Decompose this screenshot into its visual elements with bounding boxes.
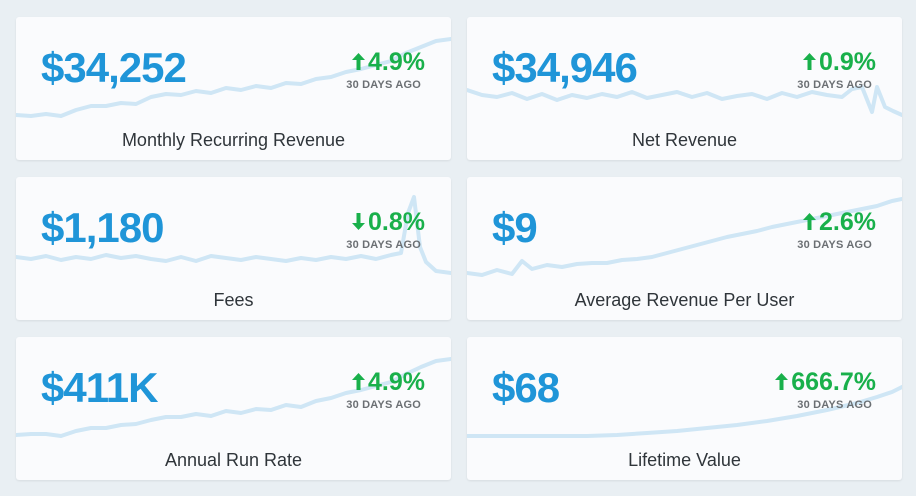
sparkline-chart bbox=[16, 357, 451, 438]
metric-change: 0.9% bbox=[803, 47, 876, 77]
metric-period: 30 DAYS AGO bbox=[346, 239, 421, 251]
metric-value: $9 bbox=[492, 204, 538, 251]
metric-value: $34,252 bbox=[41, 44, 187, 91]
metric-change: 2.6% bbox=[803, 207, 876, 237]
sparkline-chart bbox=[16, 37, 451, 118]
metric-card-fees[interactable]: $1,180 0.8% 30 DAYS AGO Fees bbox=[16, 177, 451, 320]
arrow-up-icon bbox=[803, 212, 817, 230]
metric-change-value: 2.6% bbox=[819, 208, 876, 236]
metric-label: Annual Run Rate bbox=[164, 450, 303, 470]
metric-change-value: 0.8% bbox=[368, 208, 425, 236]
arrow-up-icon bbox=[352, 52, 366, 70]
metric-period: 30 DAYS AGO bbox=[346, 399, 421, 411]
metric-value: $68 bbox=[492, 364, 560, 411]
sparkline-chart bbox=[467, 197, 902, 277]
metric-card-arr[interactable]: $411K 4.9% 30 DAYS AGO Annual Run Rate bbox=[16, 337, 451, 480]
metric-card-net-revenue[interactable]: $34,946 0.9% 30 DAYS AGO Net Revenue bbox=[467, 17, 902, 160]
metric-label: Average Revenue Per User bbox=[574, 290, 795, 310]
arrow-up-icon bbox=[803, 52, 817, 70]
metric-label: Net Revenue bbox=[631, 130, 738, 150]
metric-change: 4.9% bbox=[352, 47, 425, 77]
metric-change: 0.8% bbox=[352, 207, 425, 237]
sparkline-chart bbox=[467, 85, 902, 117]
metric-label: Fees bbox=[213, 290, 254, 310]
metric-change-value: 4.9% bbox=[368, 48, 425, 76]
metric-value: $1,180 bbox=[41, 204, 164, 251]
metric-change: 666.7% bbox=[775, 367, 876, 397]
metric-period: 30 DAYS AGO bbox=[797, 399, 872, 411]
metric-card-ltv[interactable]: $68 666.7% 30 DAYS AGO Lifetime Value bbox=[467, 337, 902, 480]
sparkline-chart bbox=[467, 385, 902, 438]
metric-value: $34,946 bbox=[492, 44, 638, 91]
arrow-down-icon bbox=[352, 212, 366, 230]
metric-card-arpu[interactable]: $9 2.6% 30 DAYS AGO Average Revenue Per … bbox=[467, 177, 902, 320]
arrow-up-icon bbox=[775, 372, 789, 390]
metric-label: Lifetime Value bbox=[628, 450, 741, 470]
arrow-up-icon bbox=[352, 372, 366, 390]
metric-change-value: 0.9% bbox=[819, 48, 876, 76]
metric-period: 30 DAYS AGO bbox=[797, 239, 872, 251]
metric-label: Monthly Recurring Revenue bbox=[121, 130, 346, 150]
metric-change-value: 4.9% bbox=[368, 368, 425, 396]
metric-card-mrr[interactable]: $34,252 4.9% 30 DAYS AGO Monthly Recurri… bbox=[16, 17, 451, 160]
metric-period: 30 DAYS AGO bbox=[346, 79, 421, 91]
sparkline-chart bbox=[16, 195, 451, 275]
metric-change: 4.9% bbox=[352, 367, 425, 397]
metric-change-value: 666.7% bbox=[791, 368, 876, 396]
metrics-grid: $34,252 4.9% 30 DAYS AGO Monthly Recurri… bbox=[16, 17, 902, 480]
metric-period: 30 DAYS AGO bbox=[797, 79, 872, 91]
metric-value: $411K bbox=[41, 364, 158, 411]
